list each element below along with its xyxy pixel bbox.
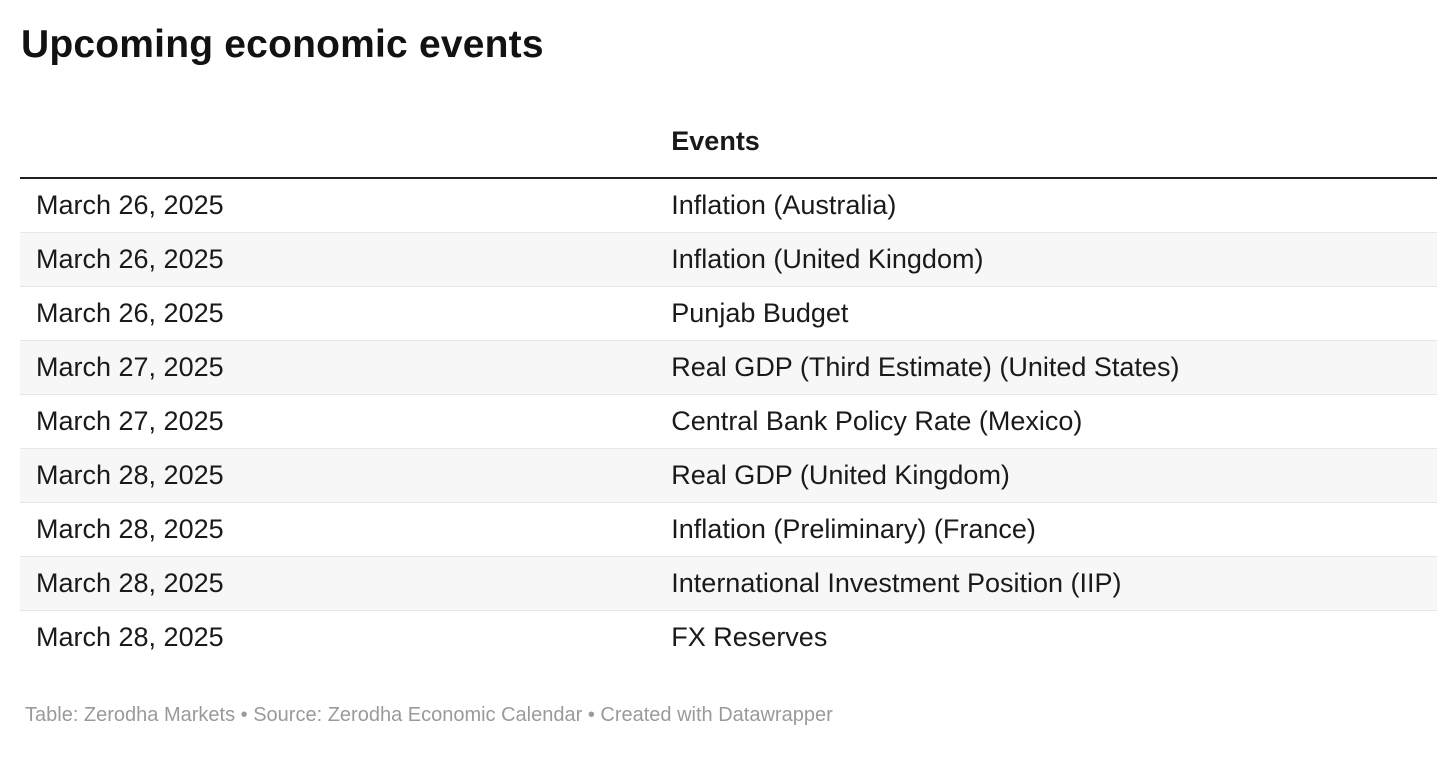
date-cell: March 26, 2025 — [36, 189, 224, 220]
date-cell: March 28, 2025 — [36, 567, 224, 598]
date-cell: March 28, 2025 — [36, 621, 224, 652]
event-cell: Real GDP (Third Estimate) (United States… — [671, 351, 1180, 382]
events-table: Events March 26, 2025 Inflation (Australi… — [20, 68, 1437, 665]
table-row: March 26, 2025 Inflation (United Kingdom) — [20, 232, 1437, 287]
event-cell: Inflation (Preliminary) (France) — [671, 513, 1036, 544]
table-row: March 26, 2025 Inflation (Australia) — [20, 178, 1437, 233]
table-body: March 26, 2025 Inflation (Australia) March… — [20, 178, 1437, 665]
event-cell: Central Bank Policy Rate (Mexico) — [671, 405, 1083, 436]
table-row: March 27, 2025 Central Bank Policy Rate (… — [20, 394, 1437, 449]
table-row: March 26, 2025 Punjab Budget — [20, 286, 1437, 341]
date-cell: March 26, 2025 — [36, 297, 224, 328]
date-cell: March 28, 2025 — [36, 513, 224, 544]
date-cell: March 27, 2025 — [36, 405, 224, 436]
page-title: Upcoming economic events — [21, 23, 544, 66]
attribution-footer: Table: Zerodha Markets • Source: Zerodha… — [25, 704, 833, 727]
date-cell: March 27, 2025 — [36, 351, 224, 382]
event-cell: Inflation (Australia) — [671, 189, 897, 220]
datawrapper-table-page: Upcoming economic events Events March 26… — [0, 22, 1456, 768]
event-cell: Real GDP (United Kingdom) — [671, 459, 1010, 490]
table-row: March 28, 2025 Inflation (Preliminary) (F… — [20, 502, 1437, 557]
table-row: March 28, 2025 International Investment P… — [20, 556, 1437, 611]
date-cell: March 28, 2025 — [36, 459, 224, 490]
event-cell: International Investment Position (IIP) — [671, 567, 1122, 598]
date-cell: March 26, 2025 — [36, 243, 224, 274]
table-row: March 28, 2025 FX Reserves — [20, 610, 1437, 665]
event-cell: Punjab Budget — [671, 297, 849, 328]
table-row: March 27, 2025 Real GDP (Third Estimate) … — [20, 340, 1437, 395]
event-cell: FX Reserves — [671, 621, 828, 652]
table-row: March 28, 2025 Real GDP (United Kingdom) — [20, 448, 1437, 503]
events-column-header: Events — [655, 68, 1437, 180]
header-row: Events — [20, 68, 1437, 180]
event-cell: Inflation (United Kingdom) — [671, 243, 984, 274]
date-column-header — [20, 68, 656, 180]
